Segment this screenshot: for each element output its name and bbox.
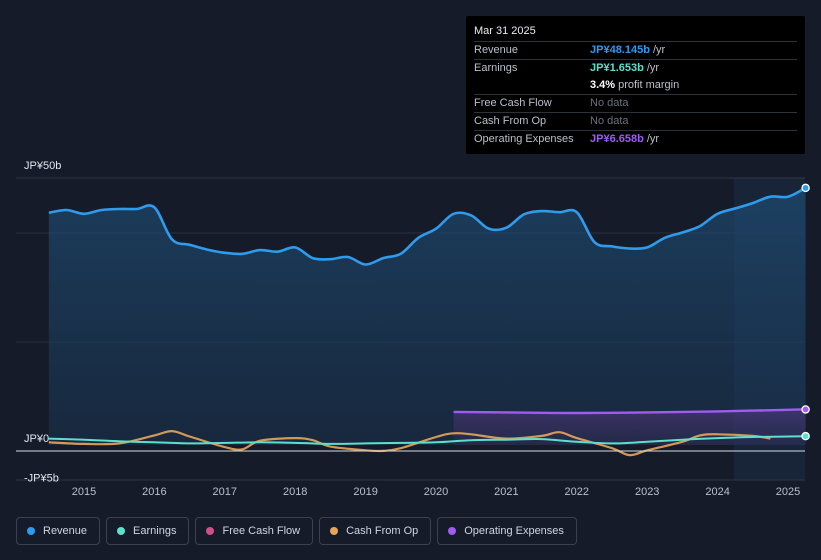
x-tick-label-2025: 2025 [776, 486, 800, 498]
tooltip-row-cfo: Cash From Op No data [474, 113, 797, 131]
legend-label: Cash From Op [346, 525, 419, 537]
tooltip-value: No data [590, 97, 629, 109]
tooltip-date: Mar 31 2025 [474, 24, 797, 42]
series-layer [48, 183, 810, 457]
legend-item-operating-expenses[interactable]: Operating Expenses [437, 517, 577, 545]
tooltip-unit: profit margin [618, 79, 680, 91]
legend-dot-icon [330, 527, 339, 535]
tooltip-row-revenue: Revenue JP¥48.145b /yr [474, 42, 797, 60]
tooltip-unit: /yr [652, 44, 666, 56]
revenue-line [48, 186, 807, 266]
operating-expenses-line [453, 408, 806, 415]
tooltip-value: 3.4% [590, 79, 616, 91]
x-tick-label-2017: 2017 [213, 486, 237, 498]
x-tick-label-2018: 2018 [283, 486, 307, 498]
tooltip-row-opex: Operating Expenses JP¥6.658b /yr [474, 131, 797, 148]
tooltip-value: JP¥6.658b [590, 133, 644, 145]
tooltip: Mar 31 2025 Revenue JP¥48.145b /yr Earni… [466, 16, 805, 154]
tooltip-unit: /yr [646, 133, 660, 145]
earnings-end-marker [801, 431, 810, 441]
x-tick-label-2016: 2016 [142, 486, 166, 498]
legend-label: Free Cash Flow [222, 525, 301, 537]
tooltip-row-fcf: Free Cash Flow No data [474, 95, 797, 113]
legend-label: Revenue [43, 525, 88, 537]
legend-dot-icon [206, 527, 215, 535]
operating-expenses-end-marker [801, 405, 810, 414]
legend-label: Earnings [133, 525, 177, 537]
x-tick-label-2022: 2022 [565, 486, 589, 498]
tooltip-value: JP¥48.145b [590, 44, 650, 56]
legend-item-earnings[interactable]: Earnings [106, 517, 190, 545]
tooltip-label [474, 77, 590, 94]
legend: Revenue Earnings Free Cash Flow Cash Fro… [16, 517, 577, 545]
legend-item-revenue[interactable]: Revenue [16, 517, 101, 545]
tooltip-label: Cash From Op [474, 115, 547, 127]
tooltip-label: Operating Expenses [474, 133, 574, 145]
tooltip-value: No data [590, 115, 629, 127]
legend-item-cash-from-op[interactable]: Cash From Op [319, 517, 432, 545]
tooltip-row-earnings: Earnings JP¥1.653b /yr [474, 60, 797, 77]
tooltip-value: JP¥1.653b [590, 62, 644, 74]
revenue-end-marker [801, 183, 810, 193]
axis-layer: JP¥50b JP¥0 -JP¥5b 2015 2016 2017 2018 2019 2020… [24, 160, 800, 498]
y-tick-label-0: JP¥0 [24, 433, 49, 445]
tooltip-label: Revenue [474, 44, 519, 56]
x-tick-label-2024: 2024 [705, 486, 729, 498]
tooltip-label: Free Cash Flow [474, 97, 552, 109]
revenue-area [48, 187, 806, 445]
tooltip-row-margin: 3.4% profit margin [474, 77, 797, 95]
x-tick-label-2020: 2020 [424, 486, 448, 498]
earnings-line [48, 435, 806, 445]
x-tick-label-2019: 2019 [353, 486, 377, 498]
x-tick-label-2021: 2021 [494, 486, 518, 498]
y-tick-label-50: JP¥50b [24, 160, 61, 172]
y-tick-label-neg5: -JP¥5b [24, 473, 59, 485]
x-tick-label-2023: 2023 [635, 486, 659, 498]
x-tick-label-2015: 2015 [72, 486, 96, 498]
tooltip-label: Earnings [474, 62, 518, 74]
legend-label: Operating Expenses [464, 525, 564, 537]
legend-item-free-cash-flow[interactable]: Free Cash Flow [195, 517, 314, 545]
tooltip-unit: /yr [646, 62, 660, 74]
legend-dot-icon [448, 527, 457, 535]
legend-dot-icon [117, 527, 126, 535]
legend-dot-icon [27, 527, 35, 535]
